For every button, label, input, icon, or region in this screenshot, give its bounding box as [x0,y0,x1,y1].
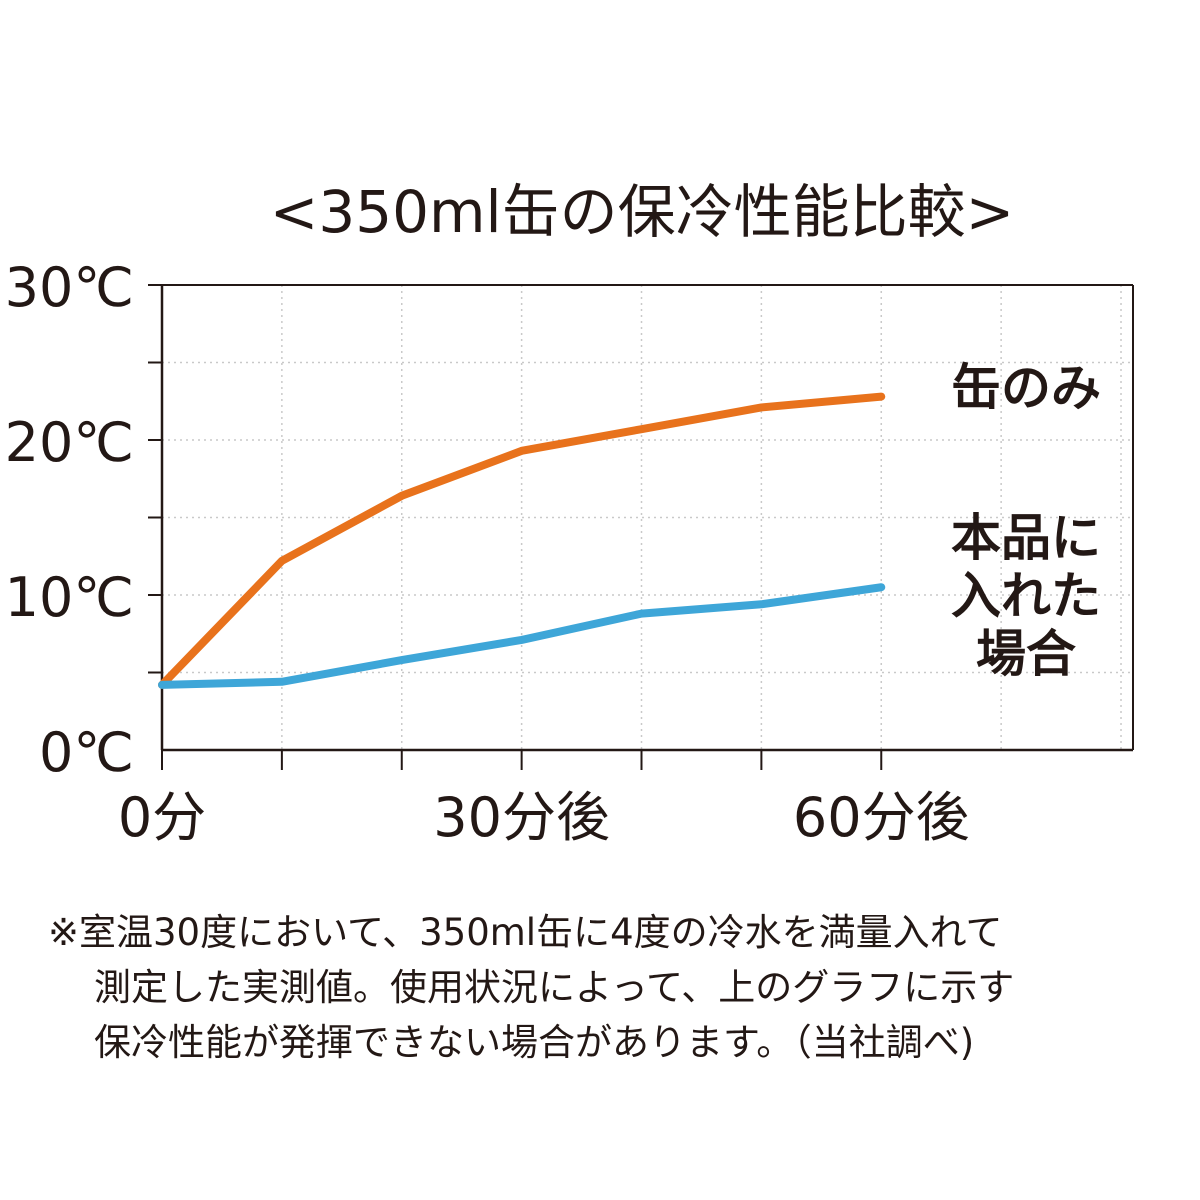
footnote-line-2: 測定した実測値。使用状況によって、上のグラフに示す [94,966,1015,1009]
series-label-line: 缶のみ [951,359,1101,417]
footnote-line-1: ※室温30度において、350ml缶に4度の冷水を満量入れて [48,911,1003,954]
line-chart: <350ml缶の保冷性能比較> 0℃ 10℃ 20℃ 30℃ 0分 30分後 60分後 缶の… [5,178,1134,849]
footnote-line-3: 保冷性能が発揮できない場合があります。（当社調べ) [94,1021,975,1064]
x-tick-label: 30分後 [433,786,610,849]
series-label-1: 缶のみ [951,359,1101,417]
x-tick-label: 0分 [118,786,206,849]
series-label-line: 場合 [976,625,1076,683]
series-label-2: 本品に入れた場合 [951,509,1101,683]
footnote: ※室温30度において、350ml缶に4度の冷水を満量入れて 測定した実測値。使用… [48,905,1198,1070]
x-tick-label: 60分後 [793,786,970,849]
y-tick-label: 30℃ [5,256,134,319]
axes: 0℃ 10℃ 20℃ 30℃ 0分 30分後 60分後 [5,256,1134,849]
y-tick-label: 10℃ [5,566,134,629]
y-tick-label: 0℃ [39,721,134,784]
series-label-line: 入れた [951,567,1101,625]
series-line-2 [158,583,886,689]
series [158,392,886,689]
series-label-line: 本品に [951,509,1101,567]
y-tick-label: 20℃ [5,411,134,474]
chart-title: <350ml缶の保冷性能比較> [270,178,1015,246]
series-line-1 [158,392,886,689]
